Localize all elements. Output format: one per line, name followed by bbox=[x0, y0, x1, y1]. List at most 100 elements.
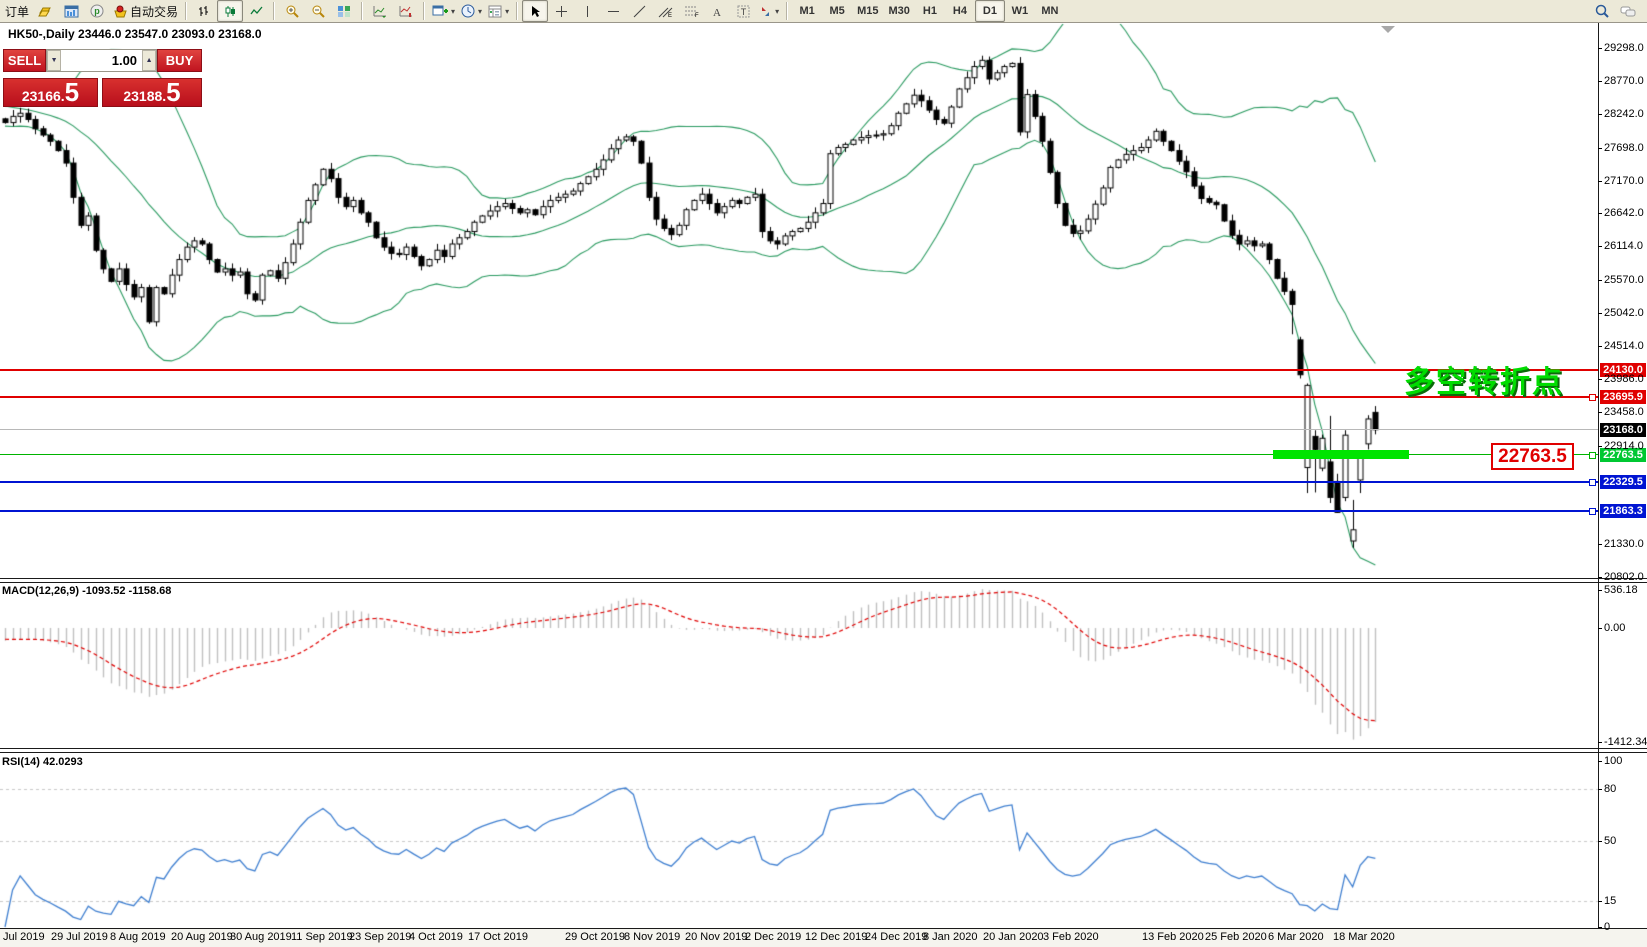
price-axis-tag: 24130.0 bbox=[1600, 362, 1646, 377]
axis-tick-mark bbox=[1598, 590, 1602, 591]
price-line-handle[interactable] bbox=[1589, 508, 1596, 516]
templates-button-dropdown-arrow[interactable]: ▾ bbox=[505, 6, 510, 16]
rsi-indicator-label: RSI(14) 42.0293 bbox=[2, 756, 83, 768]
volume-decrease-button[interactable]: ▼ bbox=[47, 50, 62, 71]
price-tick-label: 28770.0 bbox=[1604, 74, 1644, 87]
chart-canvas[interactable] bbox=[0, 23, 1647, 947]
community-button[interactable]: p bbox=[84, 0, 110, 22]
crosshair-button[interactable] bbox=[548, 0, 574, 22]
time-axis[interactable]: Jul 2019 29 Jul 2019 8 Aug 2019 20 Aug 2019… bbox=[0, 929, 1647, 947]
text-button[interactable]: A bbox=[704, 0, 730, 22]
price-tick-label: 22914.0 bbox=[1604, 439, 1644, 452]
highlight-bar[interactable] bbox=[1273, 450, 1409, 460]
volume-input[interactable]: 1.00 bbox=[111, 53, 138, 68]
date-tick-label: 3 Feb 2020 bbox=[1043, 931, 1099, 943]
search-button[interactable] bbox=[1589, 0, 1615, 22]
charts-window-button[interactable] bbox=[58, 0, 84, 22]
line-chart-button[interactable] bbox=[243, 0, 269, 22]
new-chart-button[interactable]: ▾ bbox=[429, 0, 458, 22]
horizontal-line-button[interactable] bbox=[600, 0, 626, 22]
timeframe-M15[interactable]: M15 bbox=[857, 5, 879, 17]
auto-scroll-button[interactable] bbox=[367, 0, 393, 22]
axis-tick-mark bbox=[1598, 48, 1602, 49]
gold-order-icon-button[interactable] bbox=[32, 0, 58, 22]
rsi-tick-label: 0 bbox=[1604, 921, 1611, 933]
price-line-21863.3[interactable] bbox=[0, 509, 1598, 512]
autotrading-button[interactable]: 自动交易 bbox=[110, 0, 181, 22]
timeframe-M30[interactable]: M30 bbox=[888, 5, 910, 17]
date-tick-label: 4 Oct 2019 bbox=[409, 931, 463, 943]
periods-button-dropdown-arrow[interactable]: ▾ bbox=[478, 6, 483, 16]
axis-tick-mark bbox=[1598, 628, 1602, 629]
timeframe-M5[interactable]: M5 bbox=[829, 5, 845, 17]
timeframe-M1[interactable]: M1 bbox=[799, 5, 815, 17]
periods-button[interactable]: ▾ bbox=[458, 0, 485, 22]
buy-price-display[interactable]: 23188. 5 bbox=[102, 78, 202, 107]
templates-button[interactable]: ▾ bbox=[485, 0, 512, 22]
timeframe-MN[interactable]: MN bbox=[1041, 5, 1059, 17]
price-line-handle[interactable] bbox=[1589, 394, 1596, 402]
timeframe-D1[interactable]: D1 bbox=[974, 0, 1005, 22]
label-button[interactable]: T bbox=[730, 0, 756, 22]
bull-bear-turning-point-annotation[interactable]: 多空转折点 bbox=[1404, 366, 1564, 399]
candlestick-chart-button[interactable] bbox=[217, 0, 244, 22]
price-line-23695.9[interactable] bbox=[0, 395, 1598, 398]
price-line-22329.5[interactable] bbox=[0, 480, 1598, 483]
price-tick-label: 25570.0 bbox=[1604, 274, 1644, 287]
price-line-handle[interactable] bbox=[1589, 452, 1596, 460]
shapes-button[interactable]: ▾ bbox=[756, 0, 782, 22]
price-tick-label: 29298.0 bbox=[1604, 42, 1644, 54]
macd-tick-label: -1412.34 bbox=[1604, 736, 1647, 748]
date-tick-label: 8 Aug 2019 bbox=[110, 931, 166, 943]
axis-tick-mark bbox=[1598, 841, 1602, 842]
price-axis-tag: 22763.5 bbox=[1600, 447, 1646, 462]
channel-button[interactable]: E bbox=[652, 0, 678, 22]
buy-button[interactable]: BUY bbox=[157, 49, 202, 72]
pane-separator[interactable] bbox=[0, 582, 1647, 583]
volume-increase-button[interactable]: ▲ bbox=[142, 50, 157, 71]
shapes-button-dropdown-arrow[interactable]: ▾ bbox=[775, 6, 780, 16]
pane-separator[interactable] bbox=[0, 752, 1647, 753]
date-tick-label: 20 Jan 2020 bbox=[983, 931, 1044, 943]
price-axis-border bbox=[1598, 23, 1599, 928]
fibonacci-button[interactable]: F bbox=[678, 0, 704, 22]
date-tick-label: 20 Aug 2019 bbox=[171, 931, 233, 943]
toolbar-separator bbox=[786, 2, 789, 20]
tile-windows-button[interactable] bbox=[331, 0, 357, 22]
price-line-22763.5[interactable] bbox=[0, 454, 1598, 456]
timeframe-W1[interactable]: W1 bbox=[1011, 5, 1029, 17]
svg-text:F: F bbox=[695, 13, 699, 18]
vertical-line-button[interactable] bbox=[574, 0, 600, 22]
zoom-out-button[interactable] bbox=[305, 0, 331, 22]
new-chart-button-dropdown-arrow[interactable]: ▾ bbox=[451, 6, 456, 16]
chart-shift-marker[interactable] bbox=[1381, 26, 1395, 33]
sell-button[interactable]: SELL bbox=[3, 49, 47, 72]
one-click-trading-panel: SELL ▼ 1.00 ▲ BUY 23166. 5 23188. 5 bbox=[3, 49, 202, 107]
axis-tick-mark bbox=[1598, 180, 1602, 182]
zoom-in-button[interactable] bbox=[279, 0, 305, 22]
price-line-23168[interactable] bbox=[0, 429, 1598, 431]
pane-separator[interactable] bbox=[0, 578, 1647, 579]
sell-price-display[interactable]: 23166. 5 bbox=[3, 78, 98, 107]
cursor-button[interactable] bbox=[522, 0, 549, 22]
price-line-handle[interactable] bbox=[1589, 479, 1596, 487]
toolbar-separator bbox=[185, 2, 188, 20]
price-tick-label: 27698.0 bbox=[1604, 141, 1644, 154]
chat-button[interactable] bbox=[1615, 0, 1641, 22]
price-line-24130[interactable] bbox=[0, 368, 1598, 371]
price-tick-label: 23458.0 bbox=[1604, 405, 1644, 418]
trendline-button[interactable] bbox=[626, 0, 652, 22]
svg-text:A: A bbox=[713, 7, 721, 18]
bar-chart-button[interactable] bbox=[191, 0, 217, 22]
axis-tick-mark bbox=[1598, 789, 1602, 791]
date-tick-label: 2 Dec 2019 bbox=[745, 931, 802, 943]
price-level-label-box[interactable]: 22763.5 bbox=[1491, 443, 1574, 470]
new-order-button[interactable]: 订单 bbox=[5, 4, 30, 19]
chart-shift-button[interactable] bbox=[393, 0, 419, 22]
price-tick-label: 23986.0 bbox=[1604, 372, 1644, 385]
date-tick-label: 8 Nov 2019 bbox=[624, 931, 681, 943]
timeframe-H1[interactable]: H1 bbox=[922, 5, 937, 17]
timeframe-H4[interactable]: H4 bbox=[952, 5, 967, 17]
pane-separator[interactable] bbox=[0, 748, 1647, 749]
time-axis-border bbox=[0, 928, 1647, 929]
